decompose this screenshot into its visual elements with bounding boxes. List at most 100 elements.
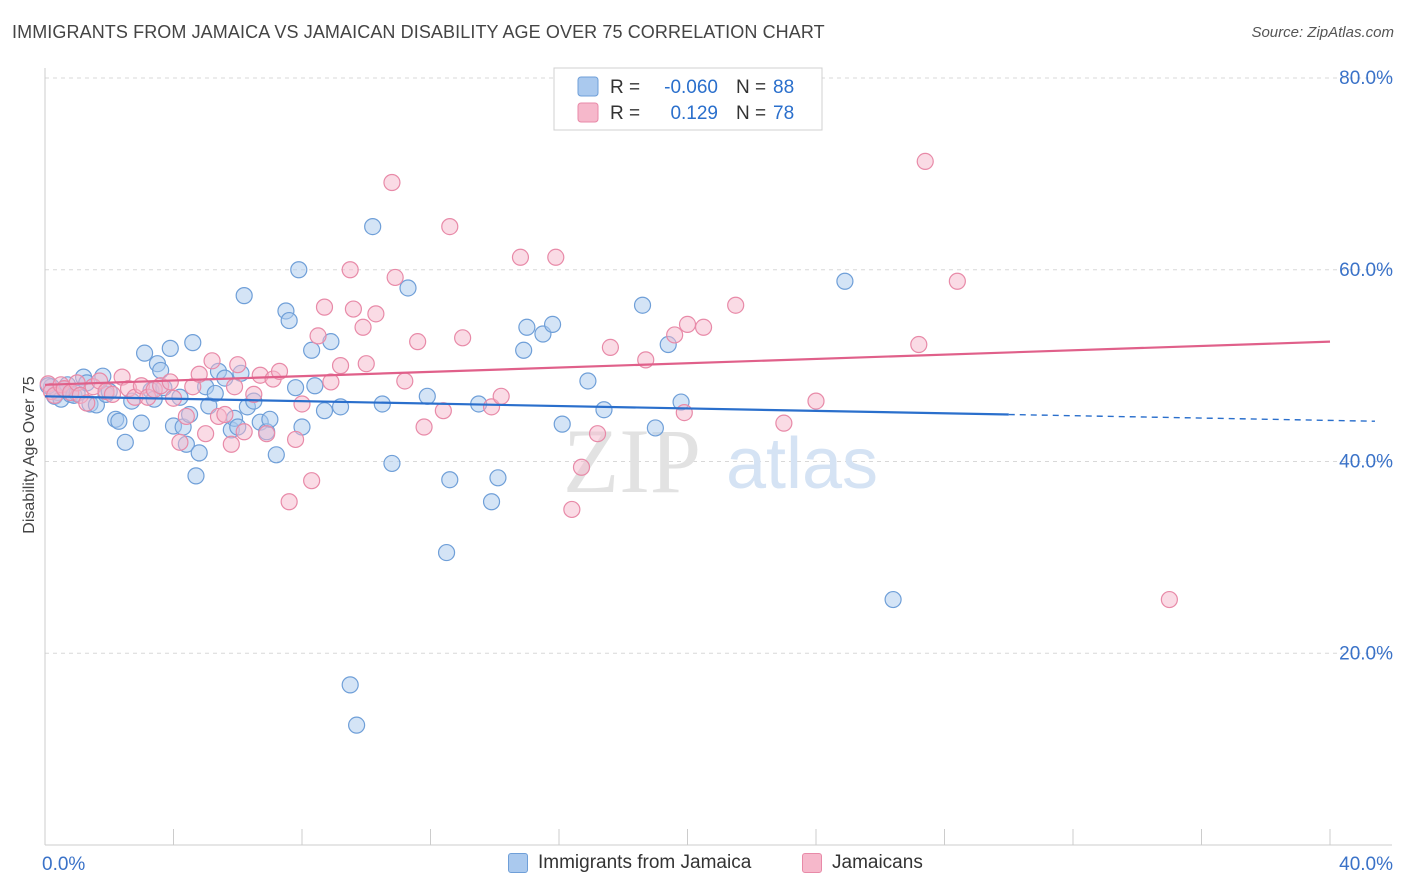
legend-n-label-blue: N = bbox=[736, 77, 766, 98]
legend-top: R = -0.060 N = 88 R = 0.129 N = 78 bbox=[553, 67, 823, 131]
x-tick-label-min: 0.0% bbox=[42, 854, 85, 875]
point-jamaicans bbox=[216, 405, 234, 424]
point-immigrants bbox=[315, 402, 334, 420]
point-immigrants bbox=[235, 287, 253, 305]
point-jamaicans bbox=[309, 327, 327, 345]
point-jamaicans bbox=[315, 298, 334, 316]
point-jamaicans bbox=[601, 338, 620, 357]
point-jamaicans bbox=[303, 472, 321, 490]
legend-r-value-pink: 0.129 bbox=[670, 103, 718, 124]
point-jamaicans bbox=[948, 272, 966, 290]
point-immigrants bbox=[135, 344, 154, 362]
point-immigrants bbox=[190, 444, 208, 462]
point-jamaicans bbox=[511, 248, 530, 266]
point-immigrants bbox=[187, 467, 205, 485]
point-immigrants bbox=[161, 339, 179, 357]
point-immigrants bbox=[206, 384, 224, 403]
point-immigrants bbox=[418, 387, 436, 405]
point-jamaicans bbox=[270, 362, 289, 380]
legend-label-immigrants: Immigrants from Jamaica bbox=[538, 852, 752, 873]
point-immigrants bbox=[441, 471, 459, 489]
point-jamaicans bbox=[916, 152, 934, 171]
point-jamaicans bbox=[235, 423, 253, 441]
legend-r-label-pink: R = bbox=[610, 103, 640, 124]
point-jamaicans bbox=[367, 305, 385, 323]
legend-r-value-blue: -0.060 bbox=[664, 77, 718, 98]
legend-r-label-blue: R = bbox=[610, 77, 640, 98]
point-jamaicans bbox=[331, 357, 350, 375]
legend-swatch-jamaicans bbox=[802, 853, 822, 873]
trend-line-jamaicans bbox=[44, 340, 1331, 386]
point-immigrants bbox=[553, 415, 571, 433]
y-tick-label: 40.0% bbox=[1339, 452, 1393, 473]
point-jamaicans bbox=[666, 326, 684, 344]
point-immigrants bbox=[884, 590, 902, 609]
point-jamaicans bbox=[492, 387, 510, 405]
point-immigrants bbox=[579, 372, 597, 390]
point-jamaicans bbox=[910, 335, 928, 354]
point-jamaicans bbox=[177, 407, 195, 426]
point-immigrants bbox=[399, 279, 417, 297]
trend-line-immigrants-extension bbox=[1008, 413, 1375, 422]
point-immigrants bbox=[595, 401, 613, 419]
legend-n-label-pink: N = bbox=[736, 103, 766, 124]
point-jamaicans bbox=[434, 402, 452, 420]
x-tick-label-max: 40.0% bbox=[1339, 854, 1393, 875]
point-jamaicans bbox=[197, 425, 215, 443]
point-jamaicans bbox=[547, 248, 565, 266]
point-jamaicans bbox=[1160, 590, 1178, 609]
y-tick-label: 80.0% bbox=[1339, 68, 1393, 89]
point-jamaicans bbox=[229, 356, 247, 374]
watermark: ZIP atlas bbox=[563, 410, 878, 512]
point-immigrants bbox=[836, 272, 854, 290]
legend-n-value-blue: 88 bbox=[773, 77, 794, 98]
grid-lines bbox=[45, 77, 1392, 654]
watermark-atlas: atlas bbox=[726, 424, 878, 504]
point-jamaicans bbox=[222, 435, 240, 453]
point-immigrants bbox=[280, 311, 298, 330]
point-jamaicans bbox=[293, 395, 311, 413]
point-immigrants bbox=[303, 341, 321, 359]
point-immigrants bbox=[341, 676, 359, 694]
legend-swatch-blue bbox=[577, 76, 599, 97]
legend-n-value-pink: 78 bbox=[773, 103, 794, 124]
point-jamaicans bbox=[341, 261, 359, 279]
point-immigrants bbox=[116, 433, 134, 451]
point-jamaicans bbox=[678, 315, 697, 333]
point-jamaicans bbox=[78, 394, 96, 412]
point-jamaicans bbox=[386, 268, 404, 287]
point-jamaicans bbox=[409, 333, 427, 351]
point-immigrants bbox=[364, 218, 382, 236]
y-tick-label: 20.0% bbox=[1339, 643, 1393, 664]
point-immigrants bbox=[132, 414, 150, 432]
point-jamaicans bbox=[245, 385, 263, 403]
chart-source: Source: ZipAtlas.com bbox=[1251, 24, 1394, 41]
point-jamaicans bbox=[441, 218, 459, 236]
point-jamaicans bbox=[775, 414, 793, 432]
point-immigrants bbox=[482, 493, 501, 511]
legend-item-jamaicans: Jamaicans bbox=[802, 852, 923, 874]
legend-bottom: Immigrants from Jamaica Jamaicans bbox=[0, 852, 1406, 878]
point-jamaicans bbox=[280, 493, 298, 511]
point-jamaicans bbox=[563, 500, 581, 519]
point-jamaicans bbox=[258, 425, 276, 443]
point-jamaicans bbox=[225, 378, 244, 396]
point-immigrants bbox=[489, 469, 507, 487]
y-axis-label: Disability Age Over 75 bbox=[21, 376, 38, 534]
y-tick-label: 60.0% bbox=[1339, 260, 1393, 281]
point-jamaicans bbox=[171, 433, 189, 451]
point-immigrants bbox=[633, 296, 652, 314]
axes bbox=[44, 68, 1392, 846]
point-immigrants bbox=[437, 543, 456, 562]
point-jamaicans bbox=[103, 385, 122, 403]
trend-lines bbox=[44, 340, 1375, 422]
point-jamaicans bbox=[322, 373, 340, 391]
legend-top-box bbox=[553, 67, 823, 131]
point-jamaicans bbox=[807, 392, 825, 410]
point-immigrants bbox=[286, 379, 305, 397]
point-jamaicans bbox=[344, 300, 362, 318]
point-jamaicans bbox=[396, 372, 414, 390]
point-jamaicans bbox=[190, 365, 208, 383]
point-jamaicans bbox=[572, 458, 591, 476]
